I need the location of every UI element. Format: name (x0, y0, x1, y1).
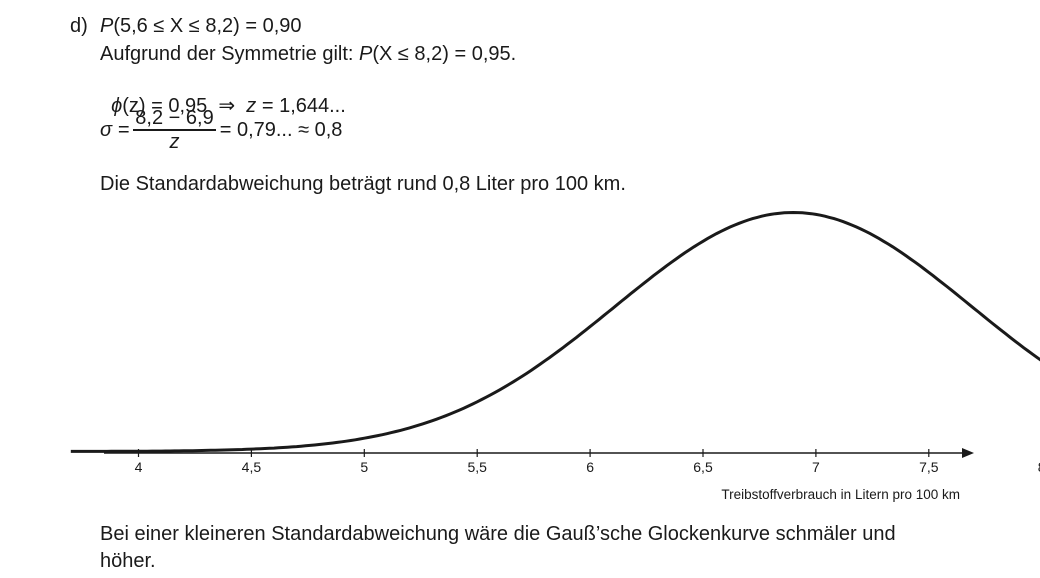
z-result: = 1,644... (256, 95, 346, 117)
phi-symbol: ϕ (111, 95, 123, 117)
sigma-result: = 0,79... ≈ 0,8 (219, 118, 343, 141)
x-tick-label: 4 (135, 459, 143, 475)
x-tick-label: 6 (586, 459, 594, 475)
conclusion-line-1: Bei einer kleineren Standardabweichung w… (100, 523, 896, 545)
x-tick-label: 7 (812, 459, 820, 475)
bell-curve (70, 210, 1040, 453)
z-statement: ϕ(z) = 0,95 ⇒ z = 1,644... (100, 70, 346, 118)
symmetry-expression: (X ≤ 8,2) = 0,95. (372, 43, 517, 65)
x-axis-arrow (962, 448, 974, 458)
probability-statement: P(5,6 ≤ X ≤ 8,2) = 0,90 (100, 14, 302, 38)
probability-expression: (5,6 ≤ X ≤ 8,2) = 0,90 (113, 15, 302, 37)
fraction: 8,2 − 6,9 z (133, 107, 216, 153)
sigma-lhs: σ = (100, 118, 130, 141)
symmetry-text: Aufgrund der Symmetrie gilt: (100, 43, 359, 65)
x-axis-ticks: 44,555,566,577,588,599,51010,511 (135, 449, 1040, 475)
conclusion-line-2: höher. (100, 550, 156, 572)
x-axis-label: Treibstoffverbrauch in Litern pro 100 km (721, 487, 960, 502)
sigma-formula: σ = 8,2 − 6,9 z = 0,79... ≈ 0,8 (100, 104, 342, 156)
fraction-numerator: 8,2 − 6,9 (135, 107, 214, 130)
x-tick-label: 5,5 (467, 459, 487, 475)
p-symbol: P (359, 43, 373, 65)
bell-curve-chart: 44,555,566,577,588,599,51010,511 Treibst… (70, 210, 1040, 502)
phi-equation: = 0,95 ⇒ (145, 95, 247, 117)
x-tick-label: 4,5 (242, 459, 262, 475)
x-tick-label: 8 (1038, 459, 1040, 475)
x-tick-label: 7,5 (919, 459, 939, 475)
x-tick-label: 5 (360, 459, 368, 475)
fraction-denominator: z (169, 130, 180, 153)
x-tick-label: 6,5 (693, 459, 713, 475)
task-label: d) (70, 15, 88, 37)
symmetry-statement: Aufgrund der Symmetrie gilt: P(X ≤ 8,2) … (100, 42, 516, 66)
phi-argument: (z) (122, 95, 146, 117)
std-sentence: Die Standardabweichung beträgt rund 0,8 … (100, 173, 626, 195)
p-symbol: P (100, 15, 114, 37)
z-symbol: z (246, 95, 257, 117)
fraction-bar (133, 129, 216, 131)
